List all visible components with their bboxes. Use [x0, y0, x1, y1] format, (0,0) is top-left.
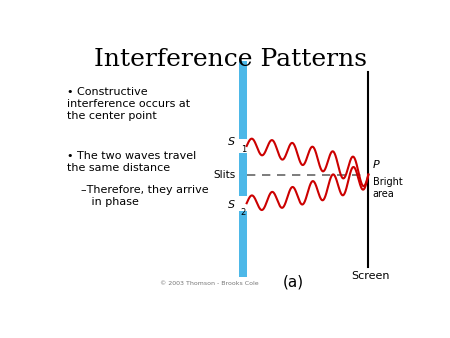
Text: S: S — [229, 199, 235, 210]
Text: • Constructive
interference occurs at
the center point: • Constructive interference occurs at th… — [67, 88, 190, 121]
Text: Interference Patterns: Interference Patterns — [94, 48, 367, 71]
Text: P: P — [373, 161, 379, 170]
Text: –Therefore, they arrive
   in phase: –Therefore, they arrive in phase — [81, 185, 208, 207]
Bar — [239, 61, 247, 139]
Text: 2: 2 — [241, 208, 246, 217]
Text: Screen: Screen — [351, 271, 389, 281]
Text: S: S — [229, 137, 235, 147]
Text: • The two waves travel
the same distance: • The two waves travel the same distance — [67, 151, 196, 173]
Text: Bright
area: Bright area — [373, 177, 402, 199]
Text: 1: 1 — [241, 145, 246, 154]
Text: © 2003 Thomson - Brooks Cole: © 2003 Thomson - Brooks Cole — [160, 281, 259, 286]
Text: Slits: Slits — [213, 170, 235, 179]
Text: (a): (a) — [283, 275, 304, 290]
Bar — [239, 211, 247, 277]
Bar — [239, 153, 247, 196]
